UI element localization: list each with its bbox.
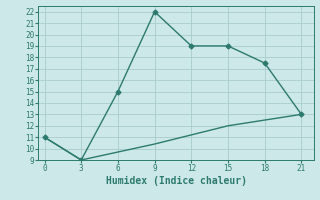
X-axis label: Humidex (Indice chaleur): Humidex (Indice chaleur) bbox=[106, 176, 246, 186]
